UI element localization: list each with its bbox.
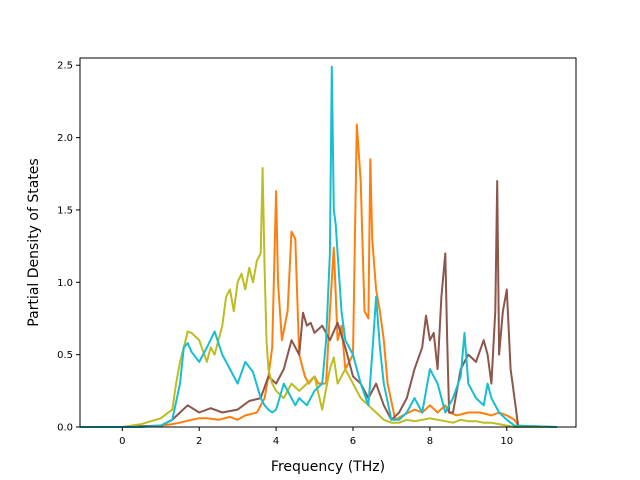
y-axis-title: Partial Density of States (26, 158, 42, 326)
x-tick-label: 4 (273, 436, 279, 447)
series-line-3 (80, 167, 557, 428)
x-tick-label: 0 (119, 436, 125, 447)
y-tick-label: 2.0 (57, 133, 73, 144)
x-tick-label: 10 (500, 436, 513, 447)
x-tick-label: 8 (427, 436, 433, 447)
series-line-2 (80, 180, 557, 428)
series-line-1 (80, 123, 557, 428)
y-tick-label: 0.0 (57, 423, 73, 434)
plot-frame (79, 57, 577, 428)
x-axis-ticks: 0 2 4 6 8 10 (119, 427, 513, 447)
y-tick-label: 1.5 (57, 205, 73, 216)
y-tick-label: 2.5 (57, 61, 73, 72)
x-tick-label: 2 (196, 436, 202, 447)
x-axis-title: Frequency (THz) (271, 459, 385, 475)
y-tick-label: 1.0 (57, 278, 73, 289)
y-tick-label: 0.5 (57, 350, 73, 361)
series-lines (80, 65, 557, 428)
x-tick-label: 6 (350, 436, 356, 447)
y-axis-ticks: 0.0 0.5 1.0 1.5 2.0 2.5 (57, 61, 80, 434)
series-line-4 (80, 65, 557, 428)
